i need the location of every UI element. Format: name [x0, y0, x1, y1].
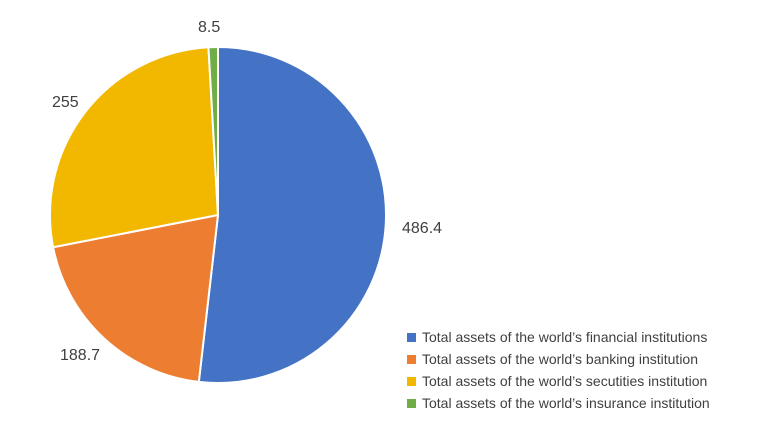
pie-slice-financial	[197, 45, 387, 384]
legend-item-securities: Total assets of the world’s secutities i…	[407, 370, 757, 392]
data-label-insurance: 8.5	[198, 19, 220, 36]
legend-swatch-financial	[407, 332, 416, 342]
legend-label-financial: Total assets of the world’s financial in…	[422, 329, 708, 345]
legend-label-insurance: Total assets of the world’s insurance in…	[422, 395, 710, 411]
data-label-financial: 486.4	[402, 220, 442, 237]
legend-swatch-insurance	[407, 398, 416, 408]
legend-item-financial: Total assets of the world’s financial in…	[407, 326, 757, 348]
legend: Total assets of the world’s financial in…	[407, 326, 757, 414]
pie-slice-insurance	[207, 45, 219, 216]
legend-item-insurance: Total assets of the world’s insurance in…	[407, 392, 757, 414]
pie-slice-banking	[51, 213, 220, 384]
legend-item-banking: Total assets of the world’s banking inst…	[407, 348, 757, 370]
data-label-banking: 188.7	[60, 347, 100, 364]
legend-swatch-banking	[407, 354, 416, 364]
legend-swatch-securities	[407, 376, 416, 386]
legend-label-securities: Total assets of the world’s secutities i…	[422, 373, 708, 389]
pie-slice-securities	[48, 46, 220, 249]
legend-label-banking: Total assets of the world’s banking inst…	[422, 351, 699, 367]
data-label-securities: 255	[52, 94, 79, 111]
